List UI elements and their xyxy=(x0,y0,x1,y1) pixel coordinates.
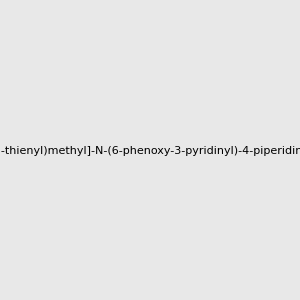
Text: 1-[(5-acetyl-3-thienyl)methyl]-N-(6-phenoxy-3-pyridinyl)-4-piperidinecarboxamide: 1-[(5-acetyl-3-thienyl)methyl]-N-(6-phen… xyxy=(0,146,300,157)
